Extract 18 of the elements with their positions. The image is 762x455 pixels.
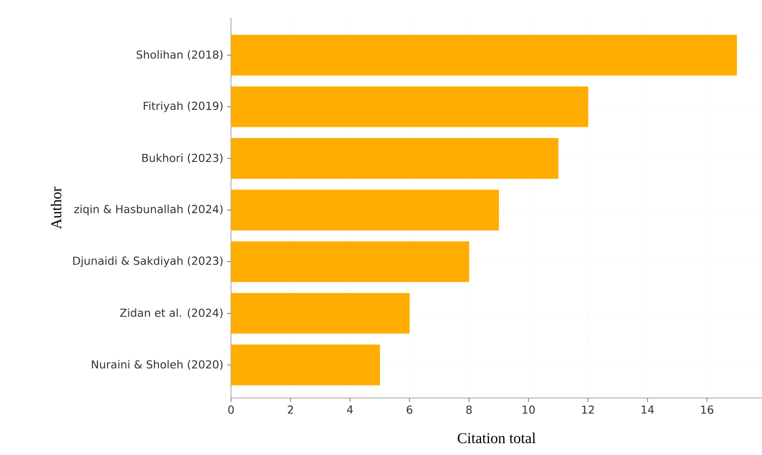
x-tick-label: 10 [522,406,535,414]
y-tick-label: Fitriyah (2019) [144,101,223,112]
x-tick-label: 6 [406,406,412,414]
y-tick-label: Nuraini & Sholeh (2020) [92,360,223,370]
y-tick-label: Bukhori (2023) [142,154,223,164]
x-tick-label: 16 [701,406,714,414]
y-tick-label: Djunaidi & Sakdiyah (2023) [73,256,223,268]
x-tick-label: 14 [642,406,654,414]
y-axis-title: Author [50,186,62,230]
y-tick-label: Sholihan (2018) [136,50,223,60]
x-tick-label: 12 [582,406,594,414]
x-axis-title: Citation total [458,432,536,444]
y-tick-label: Zidan et al. (2024) [120,308,223,318]
x-tick-label: 8 [466,406,472,414]
y-tick-label: ziqin & Hasbunallah (2024) [74,204,223,216]
x-tick-label: 4 [347,406,353,414]
x-tick-label: 2 [288,406,293,414]
x-tick-label: 0 [228,406,234,414]
